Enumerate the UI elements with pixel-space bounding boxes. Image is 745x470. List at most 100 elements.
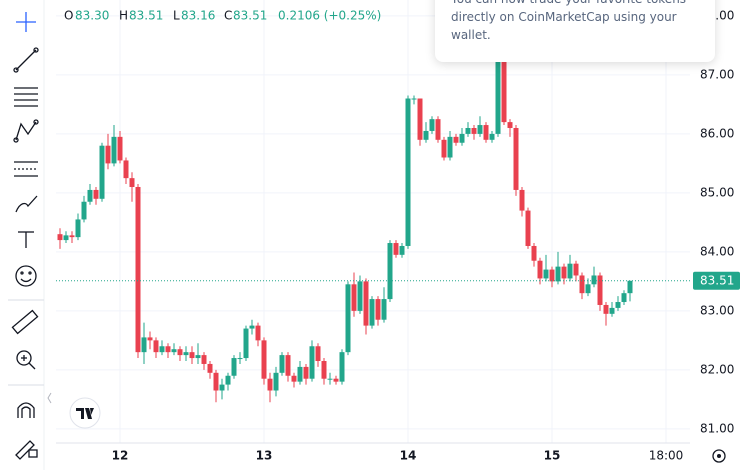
candle-body [201,355,207,364]
close-value: 83.51 [233,9,267,23]
candle-body [627,280,633,294]
candle-body [513,128,519,190]
y-tick-label: 85.00 [700,185,734,199]
low-label: L [173,9,180,23]
pattern-tool[interactable] [13,119,39,143]
candle-body [489,133,495,140]
candle-body [285,355,291,376]
candle-body [453,136,459,143]
fib-tool[interactable] [14,87,38,107]
candle-body [333,378,339,382]
candle-body [93,189,99,199]
candle-body [555,266,561,282]
candle-body [507,122,513,129]
popup-text: You can now trade your favorite tokens [451,0,699,8]
candle-body [135,186,141,353]
measure-tool[interactable] [11,309,39,335]
candle-body [573,263,579,276]
candle-body [291,375,297,382]
low-value: 83.16 [181,9,215,23]
candle-body [345,284,351,353]
y-tick-label: 83.00 [700,303,734,317]
brush-tool[interactable] [15,195,38,213]
candle-body [153,340,159,353]
prediction-tool[interactable] [14,161,38,177]
high-label: H [119,9,128,23]
candle-body [129,178,135,187]
magnet-tool[interactable] [17,402,35,418]
close-label: C [224,9,232,23]
emoji-tool[interactable] [15,265,37,287]
candle-body [117,136,123,161]
last-price-label: 83.51 [700,273,734,287]
popup-text: wallet. [451,28,491,42]
candle-body [429,119,435,131]
tradingview-logo[interactable] [69,397,101,429]
candle-body [363,281,369,326]
candle-body [351,284,357,311]
candle-body [591,275,597,285]
candle-body [63,235,69,241]
candle-body [393,243,399,255]
candle-body [195,355,201,359]
candle-body [459,133,465,143]
candle-body [381,299,387,320]
candle-body [237,358,243,360]
candle-body [327,378,333,380]
candle-body [477,125,483,134]
high-value: 83.51 [129,9,163,23]
candle-body [69,235,75,238]
candle-body [207,363,213,373]
ohlc-legend: O 83.30 H 83.51 L 83.16 C 83.51 0.2106 (… [64,9,381,23]
candle-body [213,372,219,391]
candle-body [615,302,621,308]
candle-body [543,269,549,279]
x-tick-label: 14 [400,449,417,463]
popup-text: directly on CoinMarketCap using your [451,10,677,24]
trendline-tool[interactable] [13,47,39,73]
lock-draw-tool[interactable] [15,440,38,460]
candle-body [525,210,531,246]
candle-body [255,325,261,341]
zoom-tool[interactable] [16,350,36,370]
candle-body [561,266,567,279]
candle-body [447,136,453,158]
candle-body [243,328,249,359]
candle-body [603,304,609,314]
candle-body [297,366,303,382]
drawing-toolbar [8,12,44,460]
candle-body [501,60,507,123]
candle-body [141,337,147,353]
candle-body [57,234,63,241]
collapse-toolbar-button[interactable] [47,392,52,404]
candle-body [549,269,555,282]
candle-body [405,98,411,246]
candle-body [417,98,423,140]
candle-body [273,372,279,391]
candle-body [357,281,363,311]
candle-body [99,145,105,199]
candle-body [567,263,573,279]
x-tick-label: 13 [256,449,273,463]
candle-body [585,284,591,294]
candle-body [177,349,183,356]
crosshair-tool[interactable] [16,12,36,32]
candle-body [261,340,267,379]
candle-body [147,337,153,341]
candle-body [189,352,195,359]
candle-body [435,119,441,140]
candle-body [483,125,489,140]
x-tick-label: 15 [544,449,561,463]
text-tool[interactable] [18,231,34,248]
y-tick-label: 86.00 [700,126,734,140]
candle-body [609,307,615,314]
last-price-box [693,271,740,290]
candle-body [531,245,537,261]
candle-body [519,189,525,211]
settings-button[interactable] [712,449,726,463]
y-tick-label: 82.00 [700,362,734,376]
change-value: 0.2106 (+0.25%) [278,9,381,23]
